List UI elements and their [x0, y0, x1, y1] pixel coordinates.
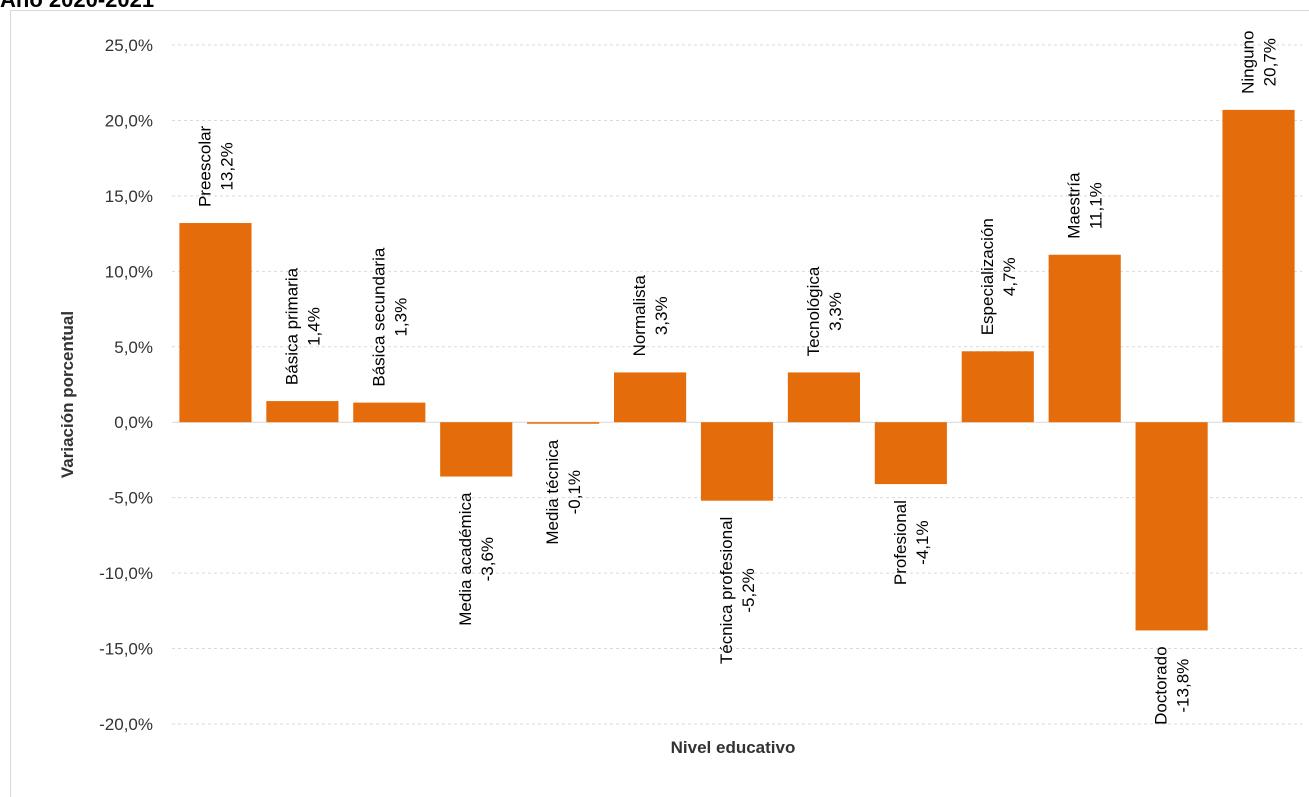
y-axis-title: Variación porcentual	[58, 311, 77, 478]
bar	[1222, 109, 1295, 423]
bar	[700, 422, 774, 501]
value-label: -4,1%	[913, 520, 932, 564]
value-label: -5,2%	[739, 568, 758, 612]
y-tick-label: 0,0%	[114, 413, 153, 432]
data-label: Media técnica -0,1%	[543, 439, 584, 544]
y-tick-label: -15,0%	[99, 640, 153, 659]
category-label: Básica primaria	[282, 267, 301, 385]
y-tick-label: 25,0%	[105, 36, 153, 55]
value-label: 1,4%	[304, 307, 323, 346]
value-label: -13,8%	[1174, 659, 1193, 713]
gridlines	[172, 44, 1302, 725]
y-tick-label: -10,0%	[99, 564, 153, 583]
bar	[614, 372, 687, 423]
y-tick-label: 10,0%	[105, 262, 153, 281]
svg-text:Media técnica-0,1%: Media técnica -0,1%	[543, 439, 584, 544]
category-label: Técnica profesional	[717, 517, 736, 664]
data-label: Técnica profesional -5,2%	[717, 517, 758, 664]
category-label: Maestría	[1065, 172, 1084, 239]
bar	[353, 402, 426, 423]
data-label: Media académica -3,6%	[456, 492, 497, 626]
bar	[787, 372, 860, 423]
data-label: Profesional -4,1%	[891, 500, 932, 585]
bar	[1135, 422, 1208, 631]
value-label: 4,7%	[1000, 257, 1019, 296]
bar	[440, 422, 513, 477]
svg-text:Media académica-3,6%: Media académica -3,6%	[456, 492, 497, 626]
category-label: Normalista	[630, 275, 649, 357]
category-label: Especialización	[978, 218, 997, 335]
y-axis-ticks: 25,0% 20,0% 15,0% 10,0% 5,0% 0,0% -5,0% -10,0% -…	[99, 36, 153, 734]
category-label: Básica secundaria	[369, 247, 388, 386]
value-label: 3,3%	[652, 296, 671, 335]
svg-text:Doctorado-13,8%: Doctorado -13,8%	[1152, 646, 1193, 724]
bars	[179, 109, 1295, 631]
data-label: Especialización 4,7%	[978, 218, 1019, 335]
y-tick-label: 20,0%	[105, 111, 153, 130]
category-label: Profesional	[891, 500, 910, 585]
data-label: Maestría 11,1%	[1065, 172, 1106, 239]
category-label: Tecnológica	[804, 266, 823, 356]
data-label: Normalista 3,3%	[630, 275, 671, 357]
x-axis-title: Nivel educativo	[671, 738, 796, 757]
category-label: Preescolar	[195, 125, 214, 207]
data-label: Básica primaria 1,4%	[282, 267, 323, 385]
bar	[874, 422, 947, 485]
data-label: Doctorado -13,8%	[1152, 646, 1193, 724]
value-label: 13,2%	[217, 142, 236, 190]
bar	[527, 422, 600, 424]
bar	[179, 223, 252, 423]
value-label: 3,3%	[826, 292, 845, 331]
value-label: -3,6%	[478, 537, 497, 581]
chart-frame	[10, 10, 1309, 797]
value-label: 1,3%	[391, 298, 410, 337]
data-label: Preescolar 13,2%	[195, 125, 236, 207]
category-label: Ninguno	[1239, 31, 1258, 94]
svg-text:Técnica profesional-5,2%: Técnica profesional -5,2%	[717, 517, 758, 664]
data-label: Básica secundaria 1,3%	[369, 247, 410, 386]
y-tick-label: 5,0%	[114, 338, 153, 357]
data-label: Ninguno 20,7%	[1239, 31, 1280, 94]
bar	[1048, 254, 1121, 423]
y-tick-label: 15,0%	[105, 187, 153, 206]
bar-labels: Preescolar 13,2%Básica primaria 1,4% Básica…	[195, 31, 1279, 725]
value-label: -0,1%	[565, 470, 584, 514]
svg-text:Profesional-4,1%: Profesional -4,1%	[891, 500, 932, 585]
y-tick-label: -5,0%	[109, 489, 153, 508]
category-label: Doctorado	[1152, 646, 1171, 724]
value-label: 11,1%	[1087, 182, 1106, 229]
chart-title: Año 2020-2021	[0, 0, 154, 13]
category-label: Media técnica	[543, 439, 562, 544]
category-label: Media académica	[456, 492, 475, 626]
data-label: Tecnológica 3,3%	[804, 266, 845, 356]
value-label: 20,7%	[1261, 38, 1280, 86]
bar	[266, 401, 339, 423]
bar	[961, 351, 1034, 423]
y-tick-label: -20,0%	[99, 715, 153, 734]
